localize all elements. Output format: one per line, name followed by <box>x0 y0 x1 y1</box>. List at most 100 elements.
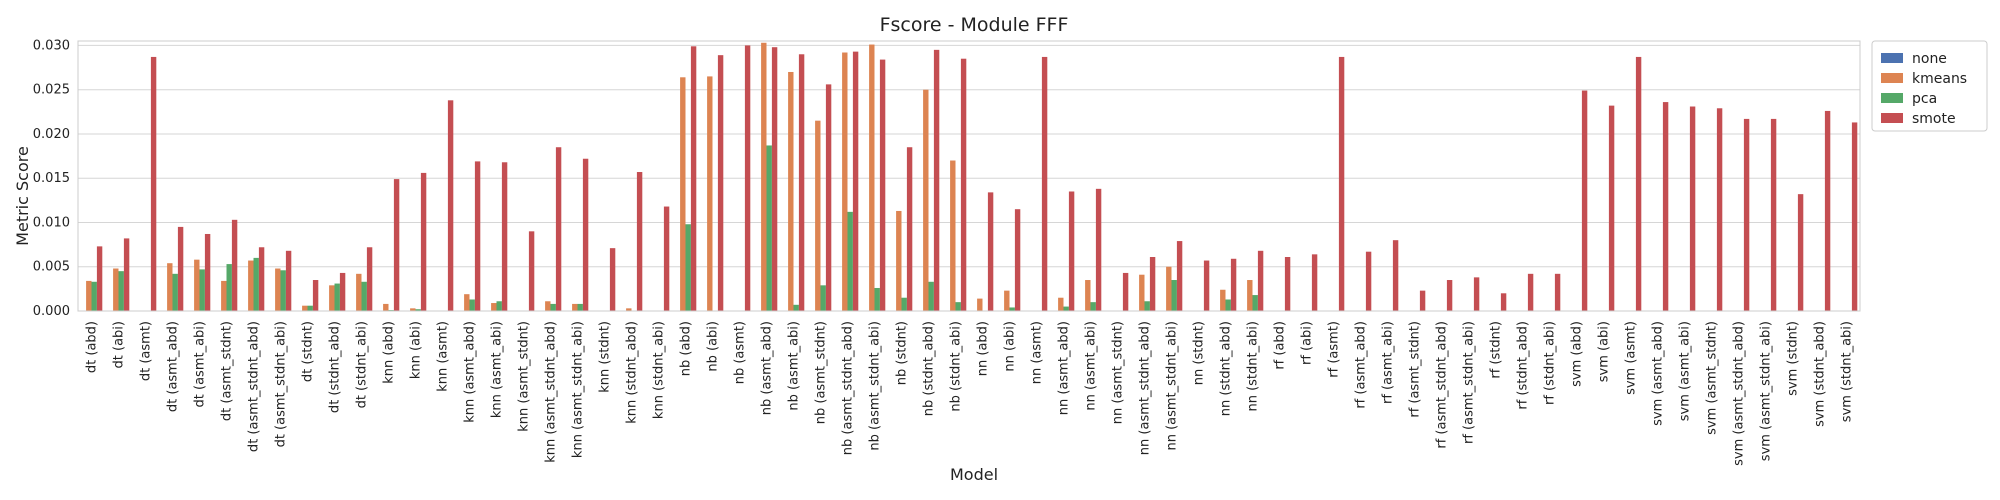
bar-kmeans <box>1004 290 1010 311</box>
x-tick-label: knn (asmt) <box>436 321 451 392</box>
bar-kmeans <box>1085 280 1091 311</box>
bar-kmeans <box>761 42 767 311</box>
bar-smote <box>1608 105 1615 311</box>
x-tick-label: nn (asmt_abd) <box>1057 321 1072 415</box>
bar-pca <box>91 281 97 311</box>
bar-kmeans <box>113 268 119 311</box>
bar-pca <box>496 301 502 311</box>
bar-smote <box>447 100 454 311</box>
bar-pca <box>280 270 286 311</box>
bar-smote <box>1473 277 1480 311</box>
bar-pca <box>820 285 826 311</box>
x-tick-label: rf (abi) <box>1300 321 1315 365</box>
bar-smote <box>852 51 859 311</box>
bar-smote <box>1554 273 1561 311</box>
x-tick-label: svm (stdnt) <box>1786 321 1801 396</box>
bar-pca <box>118 271 124 311</box>
bar-smote <box>636 172 643 311</box>
x-tick-label: knn (stdnt_abi) <box>652 321 667 419</box>
x-tick-label: nn (abi) <box>1003 321 1018 372</box>
bar-kmeans <box>977 298 983 311</box>
bar-smote <box>1176 241 1183 311</box>
x-tick-label: svm (asmt_abd) <box>1651 321 1666 426</box>
bar-pca <box>955 302 961 311</box>
x-tick-label: rf (asmt) <box>1327 321 1342 378</box>
bar-kmeans <box>950 160 956 311</box>
bar-pca <box>253 257 259 311</box>
x-tick-label: rf (asmt_abi) <box>1381 321 1396 404</box>
bar-smote <box>1365 251 1372 311</box>
bar-smote <box>1446 280 1453 311</box>
y-tick-labels: 0.000 0.005 0.010 0.015 0.020 0.025 0.030 <box>33 38 70 319</box>
bar-smote <box>1014 209 1021 311</box>
legend-label-pca: pca <box>1912 91 1937 107</box>
x-tick-label: rf (asmt_stdnt_abi) <box>1462 321 1477 444</box>
x-tick-label: dt (stdnt) <box>301 321 316 382</box>
y-tick-label: 0.000 <box>33 304 70 319</box>
bar-kmeans <box>707 76 713 311</box>
bar-kmeans <box>1247 280 1253 311</box>
bar-smote <box>1230 258 1237 311</box>
x-tick-label: nb (stdnt_abd) <box>922 321 937 416</box>
bar-smote <box>825 84 832 312</box>
bar-pca <box>334 283 340 311</box>
bar-pca <box>172 273 178 311</box>
bar-smote <box>1419 290 1426 311</box>
legend-swatch-kmeans <box>1881 73 1903 83</box>
y-tick-label: 0.020 <box>33 127 70 142</box>
x-tick-label: knn (asmt_stdnt_abd) <box>544 321 559 463</box>
x-tick-label: svm (asmt) <box>1624 321 1639 395</box>
x-tick-label: nn (stdnt_abi) <box>1246 321 1261 412</box>
bar-smote <box>1851 122 1858 311</box>
x-tick-label: dt (stdnt_abi) <box>355 321 370 408</box>
bar-smote <box>474 161 481 311</box>
bar-pca <box>1252 295 1258 311</box>
bar-smote <box>1041 56 1048 312</box>
bar-pca <box>415 309 421 311</box>
bar-pca <box>1144 301 1150 311</box>
x-tick-label: dt (asmt_stdnt) <box>220 321 235 421</box>
x-tick-label: rf (stdnt_abi) <box>1543 321 1558 405</box>
bar-pca <box>685 224 691 311</box>
x-tick-label: knn (stdnt_abd) <box>625 321 640 424</box>
bar-pca <box>577 303 583 311</box>
x-tick-label: nn (asmt_stdnt) <box>1111 321 1126 424</box>
bar-pca <box>793 304 799 311</box>
bar-kmeans <box>1139 274 1145 311</box>
bar-pca <box>847 211 853 311</box>
bar-smote <box>420 172 427 311</box>
bar-smote <box>1770 118 1777 311</box>
x-tick-label: nb (asmt_stdnt_abd) <box>841 321 856 455</box>
bar-smote <box>1257 250 1264 311</box>
x-tick-label: rf (abd) <box>1273 321 1288 370</box>
x-tick-label: knn (asmt_stdnt_abi) <box>571 321 586 458</box>
bar-smote <box>366 247 373 311</box>
bar-smote <box>1716 108 1723 311</box>
x-tick-label: knn (asmt_abd) <box>463 321 478 423</box>
bar-kmeans <box>1220 289 1226 311</box>
bar-kmeans <box>842 52 848 311</box>
x-tick-label: svm (asmt_abi) <box>1678 321 1693 421</box>
x-tick-labels: dt (abd) dt (abi) dt (asmt) dt (asmt_abd) dt… <box>85 321 1855 466</box>
bar-kmeans <box>869 44 875 311</box>
bar-kmeans <box>464 294 470 311</box>
x-tick-label: nn (abd) <box>976 321 991 376</box>
bar-smote <box>1527 273 1534 311</box>
bar-kmeans <box>923 89 929 311</box>
gridlines <box>78 44 1860 312</box>
x-tick-label: nb (asmt_abd) <box>760 321 775 415</box>
bar-smote <box>1662 102 1669 311</box>
bar-kmeans <box>788 71 794 311</box>
bar-smote <box>1338 56 1345 312</box>
x-tick-label: rf (asmt_abd) <box>1354 321 1369 409</box>
bar-pca <box>1225 299 1231 311</box>
bar-pca <box>307 305 313 311</box>
bar-pca <box>766 145 772 311</box>
bar-kmeans <box>545 301 551 311</box>
bar-kmeans <box>356 273 362 311</box>
x-tick-label: nb (asmt_stdnt_abi) <box>868 321 883 451</box>
legend: none kmeans pca smote <box>1871 40 1988 132</box>
bar-smote <box>1149 257 1156 311</box>
x-axis-title: Model <box>950 465 998 484</box>
bar-smote <box>1068 191 1075 311</box>
